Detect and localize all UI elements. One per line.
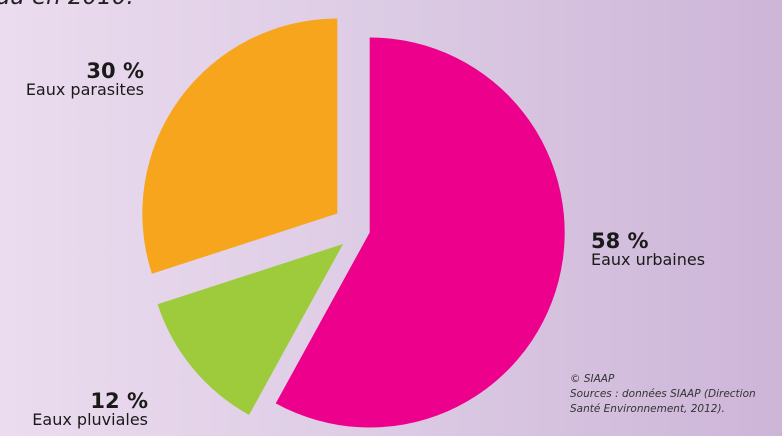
slice-label-parasites: 30 % Eaux parasites xyxy=(26,60,144,99)
source-copyright: © SIAAP xyxy=(570,373,615,385)
source-reference: Sources : données SIAAP (Direction xyxy=(570,388,756,401)
slice-percent-pluviales: 12 % xyxy=(90,389,148,413)
slice-percent-parasites: 30 % xyxy=(86,59,144,83)
pie-slices xyxy=(142,18,565,428)
slice-name-urbaines: Eaux urbaines xyxy=(591,250,706,270)
pie-slice-eaux-pluviales xyxy=(157,244,344,415)
slice-label-urbaines: 58 % Eaux urbaines xyxy=(591,230,705,269)
pie-slice-eaux-urbaines xyxy=(275,37,565,428)
slice-name-parasites: Eaux parasites xyxy=(25,80,144,100)
chart-caption: au en 2010. xyxy=(0,0,134,10)
slice-percent-urbaines: 58 % xyxy=(591,229,649,253)
pie-slice-eaux-parasites xyxy=(142,18,338,274)
slice-label-pluviales: 12 % Eaux pluviales xyxy=(32,390,148,429)
source-credits: © SIAAP Sources : données SIAAP (Directi… xyxy=(570,372,756,418)
source-reference-cont: Santé Environnement, 2012). xyxy=(570,403,725,416)
slice-name-pluviales: Eaux pluviales xyxy=(32,410,148,430)
